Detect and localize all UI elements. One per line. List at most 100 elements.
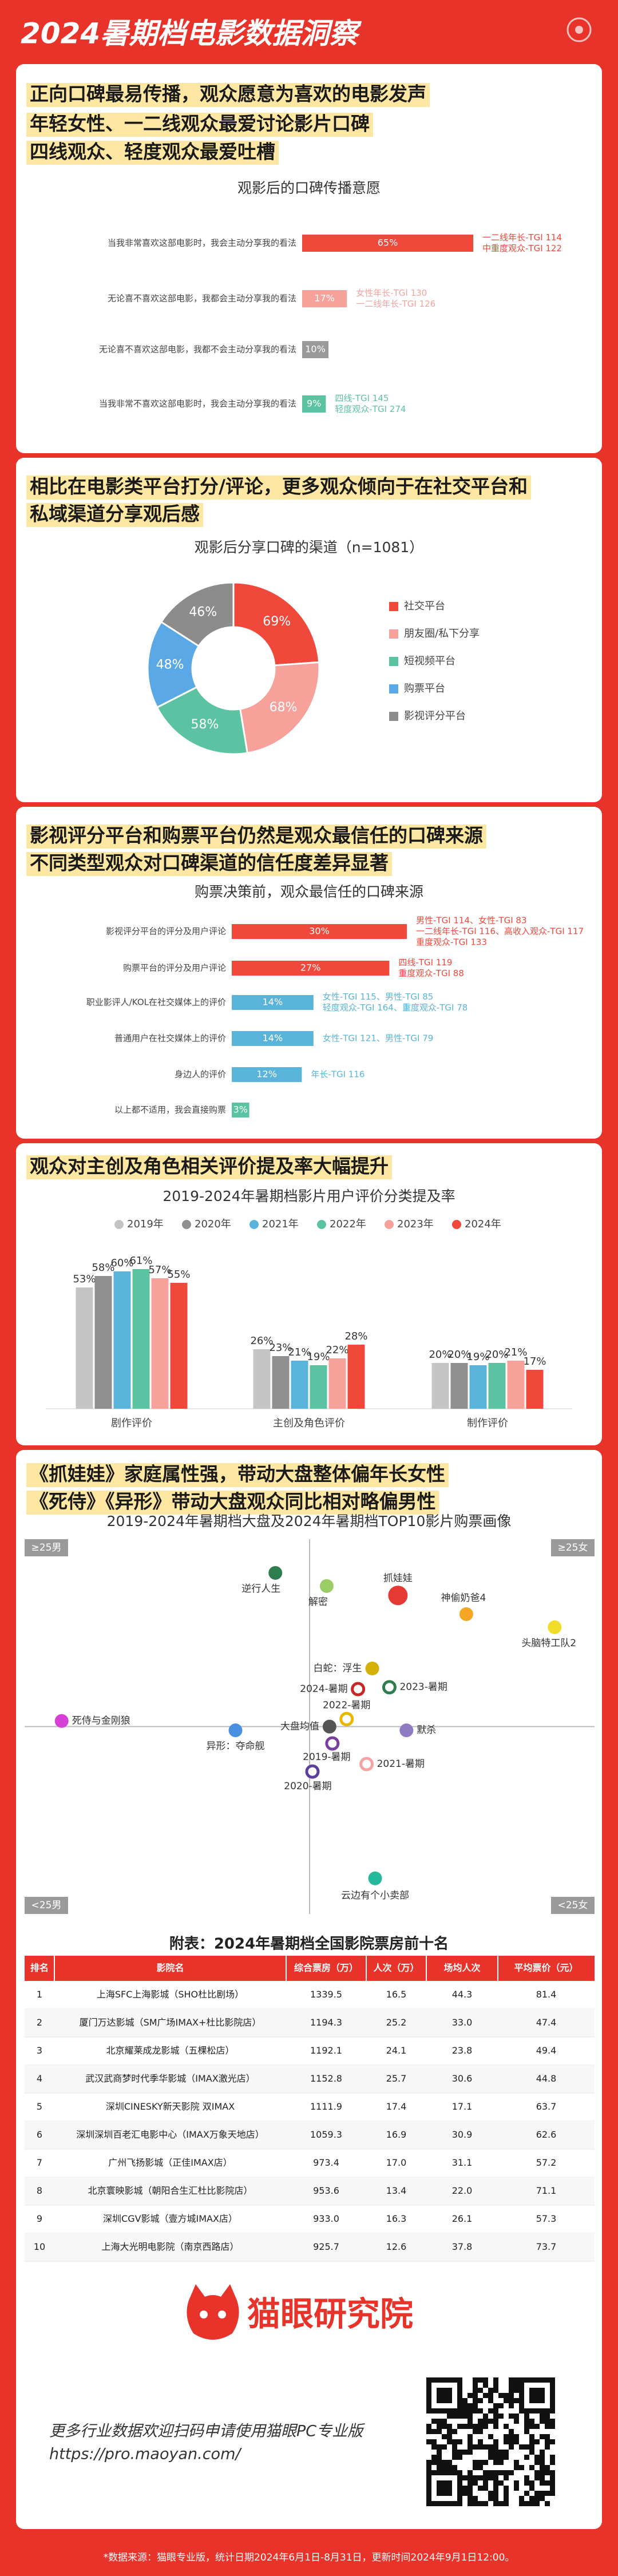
qr-module bbox=[545, 2444, 550, 2450]
qr-module bbox=[493, 2491, 498, 2496]
qr-module bbox=[498, 2501, 504, 2506]
donut-segment bbox=[160, 581, 235, 648]
qr-module bbox=[509, 2434, 514, 2439]
value-label: 21% bbox=[288, 1346, 311, 1358]
table-cell: 上海SFC上海影城（SHO杜比剧场） bbox=[97, 1989, 244, 2000]
qr-module bbox=[545, 2424, 550, 2429]
qr-module bbox=[473, 2383, 478, 2388]
qr-module bbox=[488, 2393, 493, 2398]
data-point bbox=[388, 1586, 408, 1606]
table-cell: 武汉武商梦时代季华影城（IMAX激光店） bbox=[85, 2073, 255, 2084]
legend-swatch bbox=[389, 629, 398, 639]
annotation: 轻度观众-TGI 274 bbox=[335, 404, 406, 414]
qr-module bbox=[426, 2424, 431, 2429]
table-cell: 13.4 bbox=[386, 2185, 407, 2196]
qr-module bbox=[524, 2501, 529, 2506]
qr-module bbox=[478, 2398, 483, 2403]
table-cell: 33.0 bbox=[452, 2017, 473, 2028]
value-label: 48% bbox=[156, 658, 184, 672]
qr-module bbox=[493, 2408, 498, 2413]
qr-finder bbox=[437, 2480, 452, 2496]
qr-module bbox=[478, 2444, 483, 2450]
qr-module bbox=[483, 2383, 488, 2388]
point-label: 白蛇：浮生 bbox=[314, 1663, 362, 1674]
headline: 四线观众、轻度观众最爱吐槽 bbox=[30, 141, 275, 163]
qr-module bbox=[442, 2444, 447, 2450]
qr-module bbox=[540, 2419, 545, 2424]
qr-module bbox=[447, 2424, 452, 2429]
qr-module bbox=[504, 2398, 509, 2403]
point-label: 抓娃娃 bbox=[383, 1572, 413, 1584]
quadrant-box bbox=[25, 1897, 68, 1914]
table-cell: 24.1 bbox=[386, 2045, 407, 2056]
qr-module bbox=[473, 2424, 478, 2429]
qr-module bbox=[534, 2460, 540, 2465]
qr-module bbox=[478, 2460, 483, 2465]
value-label: 20% bbox=[429, 1349, 451, 1361]
qr-module bbox=[478, 2408, 483, 2413]
table-cell: 23.8 bbox=[452, 2045, 473, 2056]
qr-module bbox=[468, 2393, 473, 2398]
qr-module bbox=[493, 2470, 498, 2475]
table-cell: 2 bbox=[37, 2017, 42, 2028]
data-point bbox=[459, 1607, 473, 1621]
qr-module bbox=[550, 2470, 555, 2475]
table-cell: 1111.9 bbox=[310, 2101, 342, 2112]
table-cell: 57.3 bbox=[536, 2213, 557, 2224]
point-label: 2020-暑期 bbox=[284, 1781, 331, 1792]
qr-module bbox=[452, 2429, 457, 2434]
qr-module bbox=[473, 2388, 478, 2393]
qr-module bbox=[514, 2439, 519, 2444]
qr-module bbox=[426, 2439, 431, 2444]
qr-module bbox=[488, 2450, 493, 2455]
value-label: 10% bbox=[305, 344, 326, 355]
bar bbox=[431, 1363, 449, 1409]
qr-module bbox=[426, 2465, 431, 2470]
qr-module bbox=[519, 2496, 524, 2501]
qr-module bbox=[529, 2439, 534, 2444]
qr-module bbox=[473, 2403, 478, 2408]
qr-module bbox=[483, 2424, 488, 2429]
headline-highlight bbox=[26, 141, 279, 165]
qr-module bbox=[452, 2450, 457, 2455]
qr-module bbox=[437, 2450, 442, 2455]
value-label: 27% bbox=[300, 962, 321, 973]
legend-label: 2022年 bbox=[330, 1218, 366, 1230]
qr-module bbox=[462, 2450, 468, 2455]
qr-module bbox=[545, 2434, 550, 2439]
qr-module bbox=[462, 2475, 468, 2480]
qr-module bbox=[498, 2413, 504, 2419]
data-point bbox=[322, 1719, 336, 1734]
qr-module bbox=[529, 2419, 534, 2424]
legend-label: 社交平台 bbox=[404, 600, 445, 612]
table-cell: 北京耀莱成龙影城（五棵松店） bbox=[106, 2045, 234, 2056]
quadrant-label: ≥25男 bbox=[31, 1542, 62, 1553]
qr-module bbox=[545, 2439, 550, 2444]
qr-module bbox=[437, 2455, 442, 2460]
qr-module bbox=[514, 2465, 519, 2470]
chart-title: 观影后分享口碑的渠道（n=1081） bbox=[195, 539, 423, 556]
qr-module bbox=[431, 2444, 437, 2450]
bar bbox=[253, 1349, 271, 1409]
qr-module bbox=[540, 2491, 545, 2496]
qr-module bbox=[524, 2475, 529, 2480]
qr-module bbox=[498, 2455, 504, 2460]
qr-module bbox=[478, 2388, 483, 2393]
value-label: 22% bbox=[326, 1344, 348, 1356]
qr-finder bbox=[529, 2388, 545, 2403]
point-label: 2019-暑期 bbox=[303, 1751, 350, 1763]
qr-module bbox=[550, 2419, 555, 2424]
qr-module bbox=[457, 2455, 462, 2460]
qr-module bbox=[483, 2419, 488, 2424]
table-cell: 22.0 bbox=[452, 2185, 473, 2196]
header-icon bbox=[566, 17, 592, 42]
table-cell: 7 bbox=[37, 2157, 42, 2168]
qr-module bbox=[437, 2419, 442, 2424]
qr-module bbox=[493, 2383, 498, 2388]
qr-module bbox=[504, 2491, 509, 2496]
qr-module bbox=[478, 2501, 483, 2506]
qr-module bbox=[447, 2465, 452, 2470]
bar bbox=[232, 1031, 314, 1046]
qr-module bbox=[498, 2460, 504, 2465]
logo-cat bbox=[187, 2284, 239, 2340]
